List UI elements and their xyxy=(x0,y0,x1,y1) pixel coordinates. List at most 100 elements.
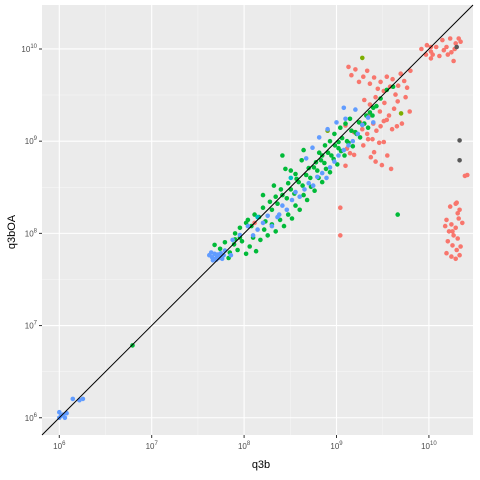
data-point xyxy=(255,227,260,232)
data-point xyxy=(395,212,401,217)
data-point xyxy=(444,250,449,256)
data-point xyxy=(335,162,340,167)
data-point xyxy=(237,225,243,231)
data-point xyxy=(454,200,460,205)
data-point xyxy=(349,72,354,78)
data-point xyxy=(355,131,361,137)
data-point xyxy=(301,147,306,153)
data-point xyxy=(343,116,348,122)
data-point xyxy=(384,117,390,123)
data-point xyxy=(308,175,313,181)
y-tick-label: 107 xyxy=(25,321,38,331)
data-point xyxy=(453,41,459,46)
data-point xyxy=(239,239,245,244)
data-point xyxy=(398,111,404,116)
data-point xyxy=(444,44,449,50)
data-point xyxy=(367,81,373,86)
data-point xyxy=(346,64,351,70)
data-point xyxy=(288,168,294,173)
data-point xyxy=(356,79,362,85)
data-point xyxy=(327,170,333,175)
y-axis-title: q3bOA xyxy=(6,214,18,250)
data-point xyxy=(365,115,371,120)
data-point xyxy=(329,153,334,158)
data-point xyxy=(457,158,462,163)
data-point xyxy=(453,225,459,231)
data-point xyxy=(70,396,76,402)
data-point xyxy=(453,256,459,262)
data-point xyxy=(338,125,343,130)
data-point xyxy=(243,251,249,257)
data-point xyxy=(322,143,328,148)
x-tick-label: 106 xyxy=(53,441,66,451)
data-point xyxy=(360,55,365,61)
data-point xyxy=(276,212,282,217)
data-point xyxy=(212,242,217,248)
data-point xyxy=(370,136,375,142)
data-point xyxy=(395,99,401,104)
data-point xyxy=(447,204,453,209)
data-point xyxy=(311,165,317,170)
data-point xyxy=(228,252,234,258)
data-point xyxy=(269,223,275,229)
x-tick-label: 1010 xyxy=(421,441,437,451)
data-point xyxy=(368,154,374,160)
data-point xyxy=(62,415,68,421)
data-point xyxy=(208,250,214,255)
data-point xyxy=(399,121,405,126)
y-tick-label: 106 xyxy=(25,413,38,423)
data-point xyxy=(454,247,460,253)
data-point xyxy=(332,159,337,164)
data-point xyxy=(458,39,463,44)
data-point xyxy=(247,244,252,249)
data-point xyxy=(404,85,410,90)
data-point xyxy=(388,166,394,172)
data-point xyxy=(278,187,284,192)
data-point xyxy=(378,124,383,129)
data-point xyxy=(304,197,310,203)
data-point xyxy=(269,207,275,213)
data-point xyxy=(447,36,453,41)
data-point xyxy=(460,220,465,226)
data-point xyxy=(351,152,357,158)
data-point xyxy=(349,128,354,133)
data-point xyxy=(395,83,401,88)
data-point xyxy=(457,138,462,143)
data-point xyxy=(449,222,454,227)
data-point xyxy=(378,96,383,101)
data-point xyxy=(403,94,408,100)
data-point xyxy=(394,124,400,129)
data-point xyxy=(288,175,294,181)
data-point xyxy=(364,68,370,74)
data-point xyxy=(260,192,266,198)
data-point xyxy=(382,100,387,106)
data-point xyxy=(430,52,436,57)
data-point xyxy=(280,153,285,158)
data-point xyxy=(437,53,442,59)
y-tick-label: 1010 xyxy=(21,44,37,54)
data-point xyxy=(217,253,223,259)
data-point xyxy=(231,242,237,247)
major-gridlines xyxy=(42,5,473,435)
data-point xyxy=(258,237,263,243)
data-point xyxy=(332,131,337,137)
data-point xyxy=(334,120,339,125)
data-point xyxy=(386,113,392,118)
data-point xyxy=(408,68,413,74)
data-point xyxy=(318,158,324,163)
data-point xyxy=(284,196,290,201)
data-point xyxy=(365,125,371,130)
data-point xyxy=(389,126,395,132)
data-point xyxy=(289,197,295,203)
data-point xyxy=(465,172,470,178)
data-point xyxy=(221,252,226,258)
data-point xyxy=(338,205,343,210)
data-point xyxy=(300,183,305,188)
data-point xyxy=(284,207,290,213)
data-point xyxy=(273,194,279,199)
data-point xyxy=(375,86,381,92)
data-point xyxy=(265,233,271,238)
data-point xyxy=(357,135,363,140)
data-point xyxy=(379,162,385,168)
x-axis-title: q3b xyxy=(251,459,271,471)
